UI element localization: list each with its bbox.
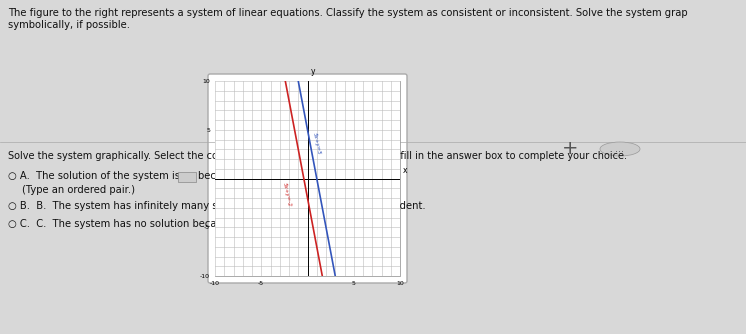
Text: x: x: [403, 166, 407, 175]
Text: because the lines intersect.: because the lines intersect.: [198, 171, 336, 181]
Text: (Type an ordered pair.): (Type an ordered pair.): [22, 185, 135, 195]
Text: y: y: [310, 67, 315, 76]
Bar: [215, 81, 400, 276]
Text: ○ C.  C.  The system has no solution because the lines are parallel.: ○ C. C. The system has no solution becau…: [8, 219, 343, 229]
Text: Solve the system graphically. Select the correct choice below and, if necessary,: Solve the system graphically. Select the…: [8, 151, 627, 161]
Bar: [178, 172, 196, 182]
Text: The figure to the right represents a system of linear equations. Classify the sy: The figure to the right represents a sys…: [8, 8, 688, 18]
Text: ○ A.  The solution of the system is: ○ A. The solution of the system is: [8, 171, 180, 181]
Text: ...: ...: [615, 144, 624, 154]
FancyBboxPatch shape: [208, 74, 407, 283]
Text: +: +: [562, 140, 578, 159]
Ellipse shape: [600, 142, 640, 156]
Text: 5x+y=5: 5x+y=5: [312, 132, 322, 155]
Text: symbolically, if possible.: symbolically, if possible.: [8, 20, 130, 30]
Text: ○ B.  B.  The system has infinitely many solutions because the lines are coincid: ○ B. B. The system has infinitely many s…: [8, 201, 426, 211]
Text: 5x+y=-2: 5x+y=-2: [281, 182, 292, 207]
